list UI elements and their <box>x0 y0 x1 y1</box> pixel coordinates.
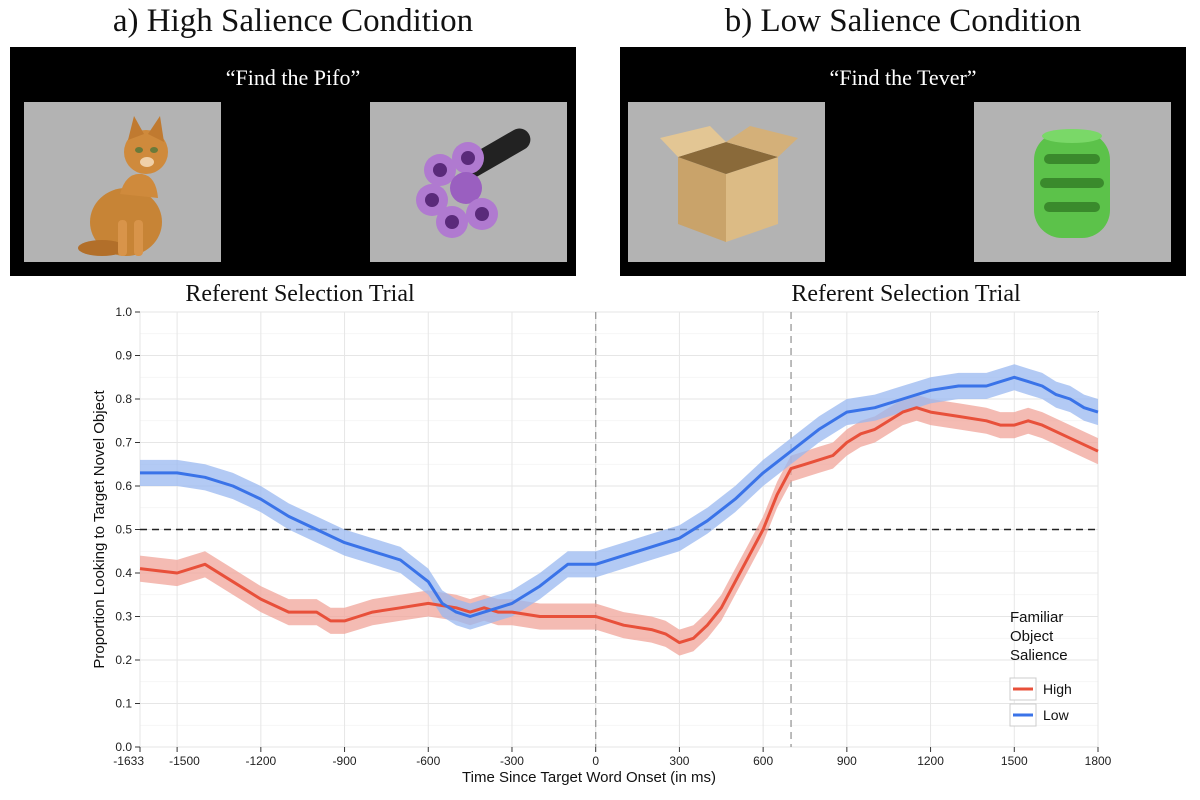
x-tick-label: 1800 <box>1085 754 1112 768</box>
y-tick-label: 0.7 <box>115 436 132 450</box>
trial-label-b: Referent Selection Trial <box>791 281 1021 307</box>
y-tick-label: 0.0 <box>115 740 132 754</box>
band-low <box>140 364 1098 630</box>
y-tick-label: 1.0 <box>115 305 132 319</box>
x-tick-label: 300 <box>669 754 689 768</box>
x-tick-label: 0 <box>592 754 599 768</box>
legend-title: Salience <box>1010 647 1068 664</box>
cat-image <box>78 116 168 256</box>
x-tick-label: 1200 <box>917 754 944 768</box>
purple-foam-toy-image <box>416 128 531 238</box>
legend-label-high: High <box>1043 681 1072 697</box>
x-tick-label: -900 <box>333 754 357 768</box>
confidence-bands <box>140 364 1098 656</box>
legend-label-low: Low <box>1043 707 1070 723</box>
trial-label-a: Referent Selection Trial <box>185 281 415 307</box>
y-tick-label: 0.1 <box>115 697 132 711</box>
series-line-low <box>140 375 1099 618</box>
stimulus-panel-low: “Find the Tever” <box>620 47 1186 276</box>
familiar-object-card <box>628 102 825 262</box>
cardboard-box-image <box>660 126 798 242</box>
y-tick-label: 0.6 <box>115 479 132 493</box>
series-line-high <box>139 406 1099 645</box>
y-tick-label: 0.9 <box>115 349 132 363</box>
green-slotted-toy-image <box>1034 129 1110 238</box>
x-tick-label: 600 <box>753 754 773 768</box>
x-tick-label: -1200 <box>245 754 276 768</box>
legend: Familiar Object Salience High Low <box>1009 609 1072 727</box>
x-tick-label: -300 <box>500 754 524 768</box>
panel-b-title: b) Low Salience Condition <box>724 3 1082 39</box>
axes: 0.0 0.1 0.2 0.3 0.4 0.5 0.6 0.7 0.8 0.9 1.0 -1633 -1… <box>91 305 1112 786</box>
stimulus-panel-high: “Find the Pifo” <box>10 47 576 276</box>
y-tick-label: 0.3 <box>115 610 132 624</box>
y-tick-label: 0.8 <box>115 392 132 406</box>
line-chart: 0.0 0.1 0.2 0.3 0.4 0.5 0.6 0.7 0.8 0.9 1.0 -1633 -1… <box>91 305 1112 786</box>
x-axis-label: Time Since Target Word Onset (in ms) <box>462 769 716 786</box>
novel-object-card <box>370 102 567 262</box>
novel-object-card <box>974 102 1171 262</box>
x-tick-label: 900 <box>837 754 857 768</box>
panel-a-title: a) High Salience Condition <box>112 3 474 39</box>
x-tick-label: 1500 <box>1001 754 1028 768</box>
legend-title: Object <box>1010 628 1054 645</box>
prompt-text: “Find the Pifo” <box>225 65 361 90</box>
series-lines <box>139 375 1099 645</box>
x-tick-label: -1633 <box>113 754 144 768</box>
y-tick-label: 0.5 <box>115 523 132 537</box>
band-high <box>140 394 1098 656</box>
x-tick-label: -1500 <box>169 754 200 768</box>
prompt-text: “Find the Tever” <box>829 65 977 90</box>
legend-title: Familiar <box>1010 609 1063 626</box>
x-tick-label: -600 <box>416 754 440 768</box>
y-axis-label: Proportion Looking to Target Novel Objec… <box>91 390 108 669</box>
familiar-object-card <box>24 102 221 262</box>
y-tick-label: 0.4 <box>115 566 132 580</box>
y-tick-label: 0.2 <box>115 653 132 667</box>
